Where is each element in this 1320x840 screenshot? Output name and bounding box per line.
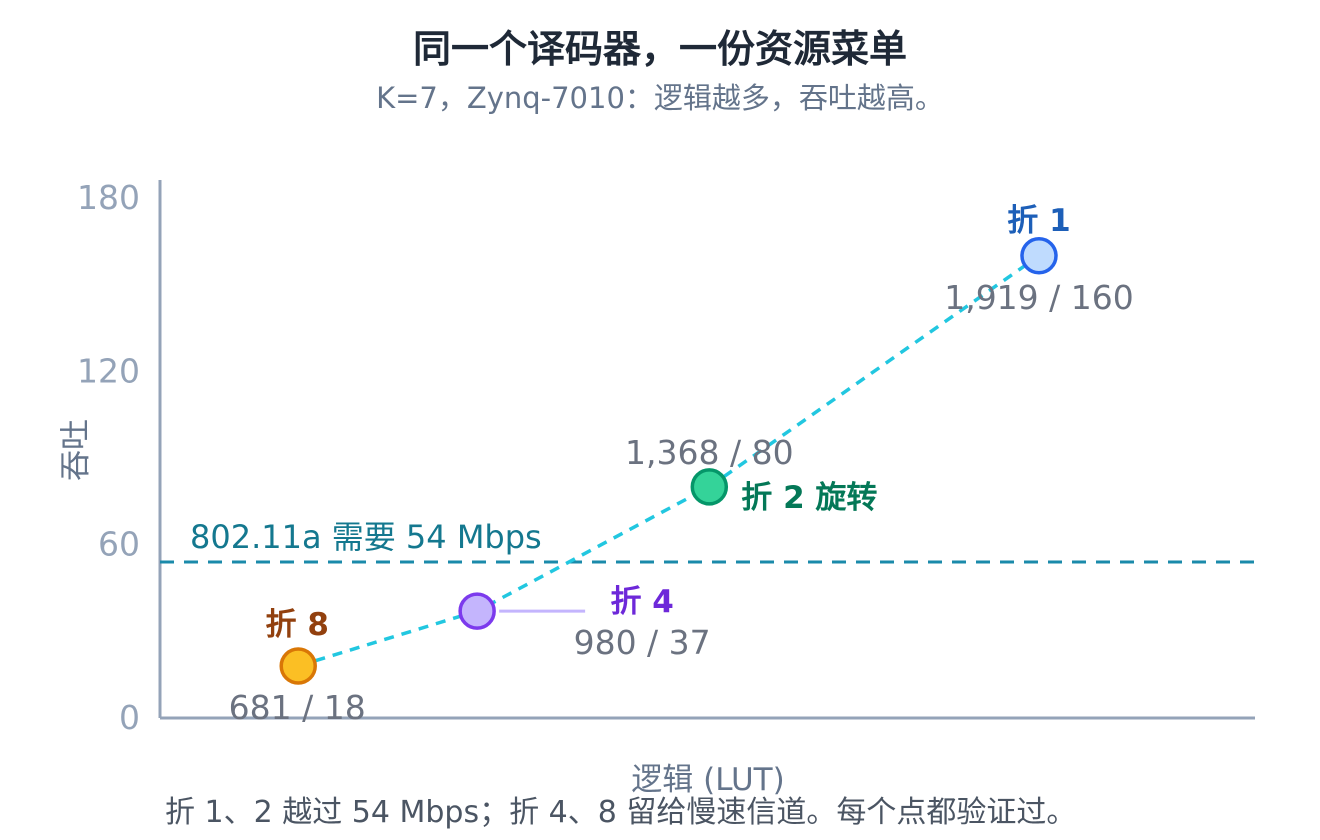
point-value-label: 681 / 18 <box>229 688 366 727</box>
y-tick-label: 120 <box>77 351 140 390</box>
point-value-label: 1,919 / 160 <box>944 278 1134 317</box>
data-point <box>690 468 729 506</box>
y-tick-label: 60 <box>98 525 140 564</box>
point-name-label: 折 1 <box>1007 203 1070 239</box>
point-name-label: 折 8 <box>266 607 329 643</box>
y-tick-label: 180 <box>77 178 140 217</box>
y-axis-label: 吞吐 <box>58 419 94 481</box>
x-axis-label: 逻辑 (LUT) <box>631 762 784 798</box>
chart-title: 同一个译码器，一份资源菜单 <box>413 27 907 71</box>
y-tick-label: 0 <box>119 698 140 737</box>
point-name-label: 折 4 <box>610 584 673 620</box>
data-point <box>1020 237 1058 275</box>
point-value-label: 1,368 / 80 <box>625 433 794 472</box>
footnote: 折 1、2 越过 54 Mbps；折 4、8 留给慢速信道。每个点都验证过。 <box>165 795 1076 830</box>
chart-subtitle: K=7，Zynq-7010：逻辑越多，吞吐越高。 <box>376 81 944 115</box>
data-point <box>279 647 317 685</box>
y-ticks: 0 60 120 180 <box>77 178 140 737</box>
point-value-label: 980 / 37 <box>574 623 711 662</box>
point-name-label: 折 2 旋转 <box>741 480 877 516</box>
data-point <box>458 592 496 630</box>
series-line <box>297 254 1040 668</box>
reference-line-label: 802.11a 需要 54 Mbps <box>190 518 542 556</box>
